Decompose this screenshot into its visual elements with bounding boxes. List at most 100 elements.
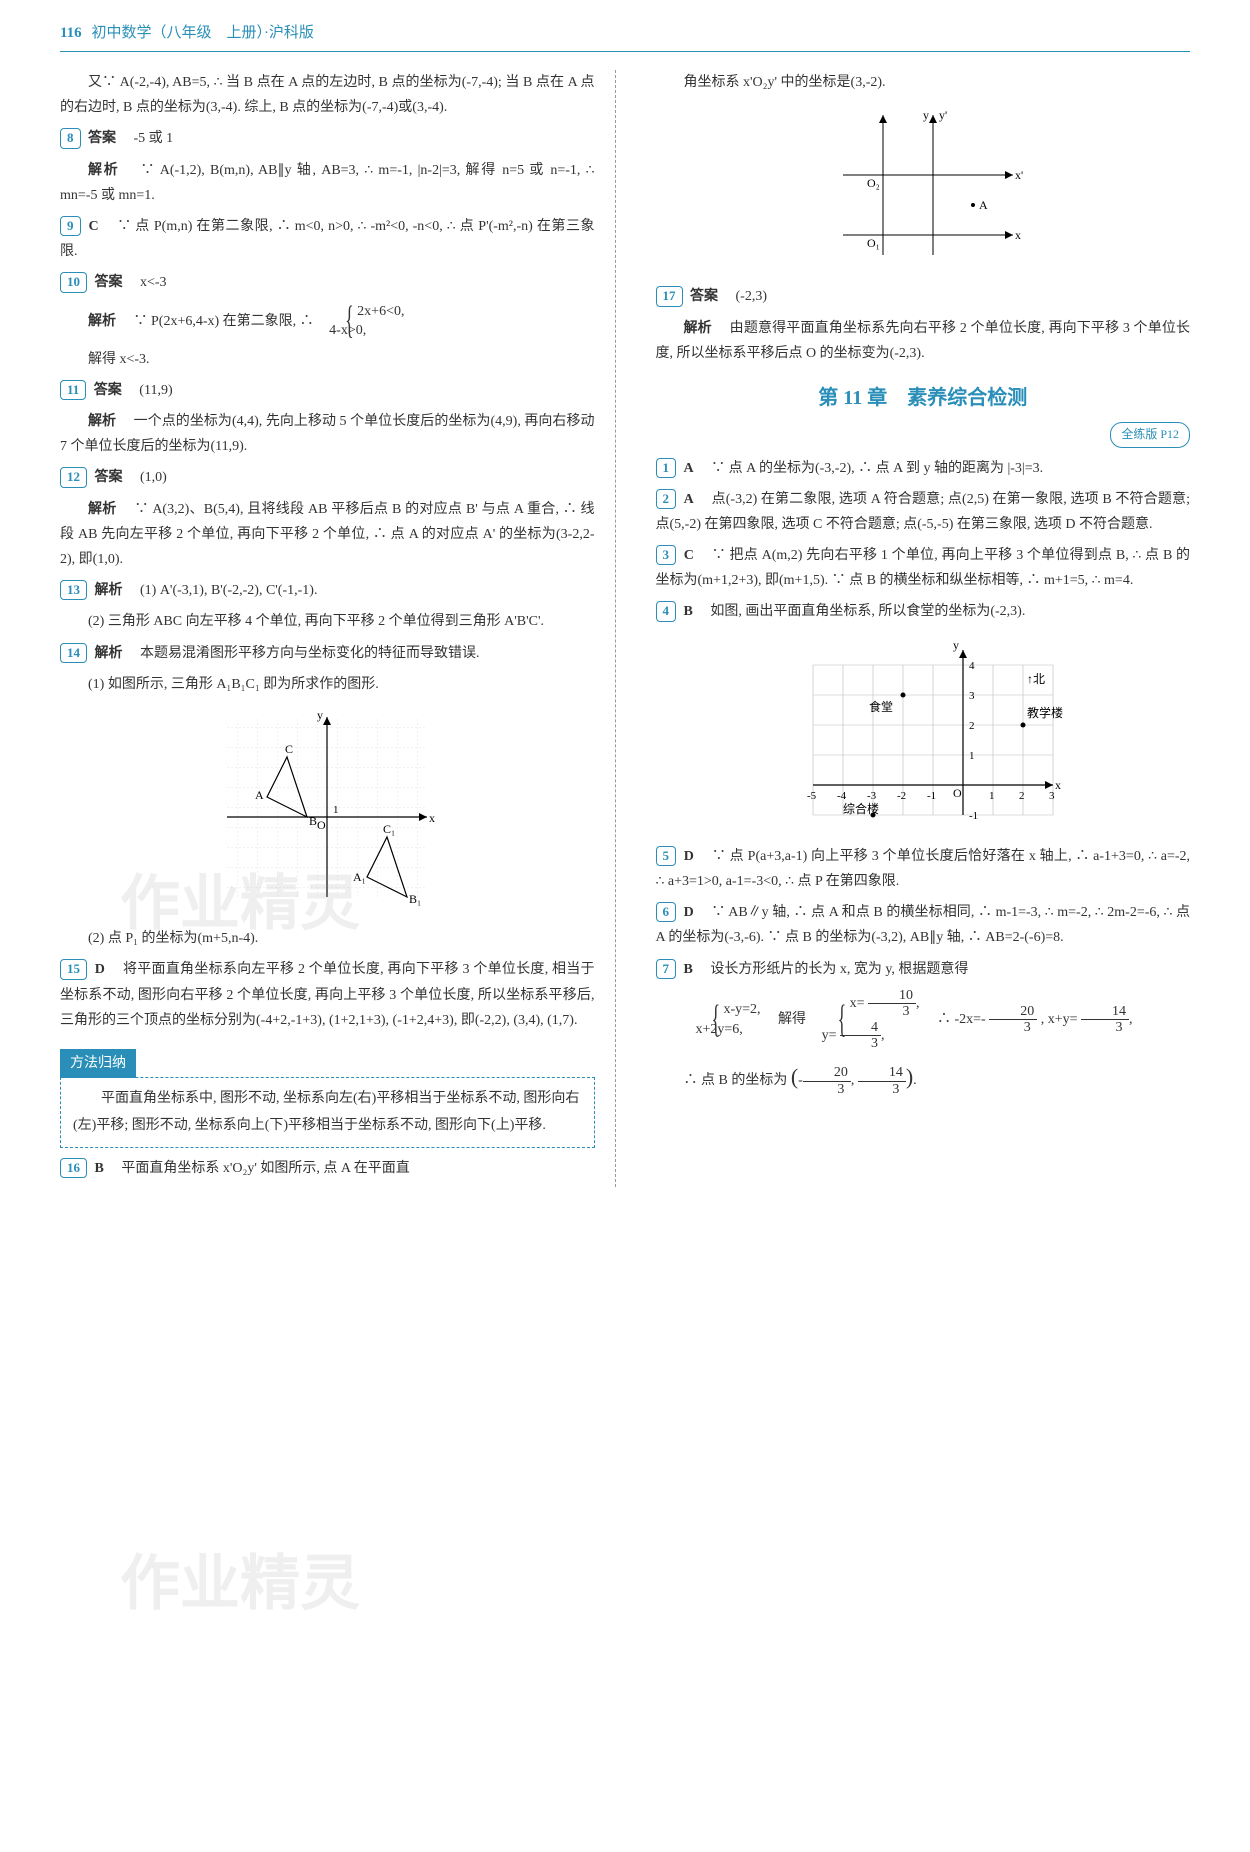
explain-label: 解析 [95,583,123,598]
q-number: 8 [60,128,81,148]
svg-text:x': x' [1015,168,1023,182]
q14: 14 解析 本题易混淆图形平移方向与坐标变化的特征而导致错误. [60,641,595,666]
svg-text:B₁: B₁ [409,892,421,906]
svg-text:A₁: A₁ [353,870,366,884]
q-number: 9 [60,216,81,236]
answer-text: (11,9) [125,383,172,398]
svg-text:-2: -2 [897,790,906,802]
q6: 6 D ∵ AB∥y 轴, ∴ 点 A 和点 B 的横坐标相同, ∴ m-1=-… [656,900,1191,950]
answer-letter: C [89,219,99,234]
svg-text:A: A [255,788,264,802]
brace-line: x-y=2, [724,1002,761,1017]
coord-map: x y O -5-4-3-2-1123 1234-1 食堂 教学楼 ↑北 综合楼 [783,635,1063,825]
explain-text: 一个点的坐标为(4,4), 先向上移动 5 个单位长度后的坐标为(4,9), 再… [60,414,595,454]
svg-text:↑北: ↑北 [1027,672,1045,686]
svg-text:综合楼: 综合楼 [843,801,879,816]
q-number: 5 [656,846,677,866]
q1: 1 A ∵ 点 A 的坐标为(-3,-2), ∴ 点 A 到 y 轴的距离为 |… [656,456,1191,481]
answer-letter: B [95,1161,104,1176]
q-number: 2 [656,489,677,509]
figure-q4: x y O -5-4-3-2-1123 1234-1 食堂 教学楼 ↑北 综合楼 [656,635,1191,834]
svg-text:C: C [285,742,293,756]
brace-system: 2x+6<0, 4-x>0, [317,302,404,341]
q-number: 17 [656,286,683,306]
answer-label: 答案 [690,289,718,304]
explain-label: 解析 [88,502,117,517]
page-title: 初中数学（八年级 上册）·沪科版 [91,25,314,41]
method-box: 平面直角坐标系中, 图形不动, 坐标系向左(右)平移相当于坐标系不动, 图形向右… [60,1077,595,1148]
answer-letter: C [684,548,694,563]
left-column: 作业精灵 作业精灵 又∵ A(-2,-4), AB=5, ∴ 当 B 点在 A … [60,70,616,1187]
answer-label: 答案 [94,383,122,398]
q-number: 12 [60,467,87,487]
svg-text:O: O [953,786,962,800]
svg-text:-5: -5 [807,790,817,802]
q-number: 11 [60,380,86,400]
q-number: 1 [656,458,677,478]
svg-text:-4: -4 [837,790,847,802]
answer-text: x<-3 [126,275,167,290]
explain-text: ∵ 点 P(m,n) 在第二象限, ∴ m<0, n>0, ∴ -m²<0, -… [60,219,595,259]
q-number: 10 [60,272,87,292]
svg-text:y': y' [939,108,947,122]
q13-part2: (2) 三角形 ABC 向左平移 4 个单位, 再向下平移 2 个单位得到三角形… [60,609,595,634]
svg-text:x: x [429,811,435,825]
answer-letter: A [684,492,694,507]
answer-letter: D [95,962,105,977]
answer-text: (1,0) [126,470,167,485]
svg-text:O: O [317,818,326,832]
q8: 8 答案 -5 或 1 [60,126,595,151]
brace-solution: x= 103, y= 43, [810,988,920,1052]
q11: 11 答案 (11,9) [60,378,595,403]
q16: 16 B 平面直角坐标系 x'O₂y' 如图所示, 点 A 在平面直 [60,1156,595,1181]
svg-text:y: y [953,638,959,652]
answer-text: (-2,3) [722,289,768,304]
q-number: 15 [60,959,87,979]
q15: 15 D 将平面直角坐标系向左平移 2 个单位长度, 再向下平移 3 个单位长度… [60,957,595,1033]
q13: 13 解析 (1) A'(-3,1), B'(-2,-2), C'(-1,-1)… [60,578,595,603]
explain-pre: ∵ P(2x+6,4-x) 在第二象限, ∴ [120,313,314,328]
q8-explain: 解析 ∵ A(-1,2), B(m,n), AB∥y 轴, AB=3, ∴ m=… [60,158,595,208]
answer-label: 答案 [88,131,116,146]
explain-label: 解析 [88,414,116,429]
svg-text:O₂: O₂ [867,176,880,190]
brace-line: 4-x>0, [329,323,366,338]
explain-label: 解析 [684,321,712,336]
explain-text: 平面直角坐标系 x'O₂y' 如图所示, 点 A 在平面直 [107,1161,409,1176]
svg-text:A: A [979,198,988,212]
explain-text: ∵ 点 A 的坐标为(-3,-2), ∴ 点 A 到 y 轴的距离为 |-3|=… [697,461,1043,476]
q-number: 16 [60,1158,87,1178]
q-number: 6 [656,902,677,922]
figure-q16: O₁ O₂ x x' y y' A [656,105,1191,274]
svg-text:4: 4 [969,660,975,672]
answer-letter: D [684,849,694,864]
explain-text: 由题意得平面直角坐标系先向右平移 2 个单位长度, 再向下平移 3 个单位长度,… [656,321,1191,361]
figure-q14: x y O 1 A B C A₁ B₁ C₁ [60,707,595,916]
svg-text:B: B [309,814,317,828]
method-title: 方法归纳 [60,1049,136,1078]
explain-text: 将平面直角坐标系向左平移 2 个单位长度, 再向下平移 3 个单位长度, 相当于… [60,962,595,1027]
explain-text: (1) A'(-3,1), B'(-2,-2), C'(-1,-1). [126,583,317,598]
q10-post: 解得 x<-3. [60,347,595,372]
q12: 12 答案 (1,0) [60,465,595,490]
q7: 7 B 设长方形纸片的长为 x, 宽为 y, 根据题意得 [656,957,1191,982]
watermark: 作业精灵 [120,1530,360,1638]
svg-text:3: 3 [1049,790,1055,802]
q7-final: ∴ 点 B 的坐标为 (-203, 143). [656,1057,1191,1097]
answer-label: 答案 [95,275,123,290]
post-calc: ∴ -2x=- 203 , x+y= 143, [923,1012,1133,1027]
svg-text:1: 1 [969,750,975,762]
svg-text:x: x [1055,778,1061,792]
q5: 5 D ∵ 点 P(a+3,a-1) 向上平移 3 个单位长度后恰好落在 x 轴… [656,844,1191,894]
svg-text:2: 2 [1019,790,1025,802]
answer-letter: A [684,461,694,476]
svg-text:O₁: O₁ [867,236,880,250]
reference-pill: 全练版 P12 [1110,422,1190,448]
q12-explain: 解析 ∵ A(3,2)、B(5,4), 且将线段 AB 平移后点 B 的对应点 … [60,497,595,573]
svg-text:3: 3 [969,690,975,702]
svg-text:食堂: 食堂 [869,699,893,714]
explain-label: 解析 [88,163,119,178]
explain-text: ∵ A(-1,2), B(m,n), AB∥y 轴, AB=3, ∴ m=-1,… [60,163,595,203]
continuation-text: 又∵ A(-2,-4), AB=5, ∴ 当 B 点在 A 点的左边时, B 点… [60,70,595,120]
q7-system: x-y=2, x+2y=6, 解得 x= 103, y= 43, ∴ -2x=-… [656,988,1191,1052]
